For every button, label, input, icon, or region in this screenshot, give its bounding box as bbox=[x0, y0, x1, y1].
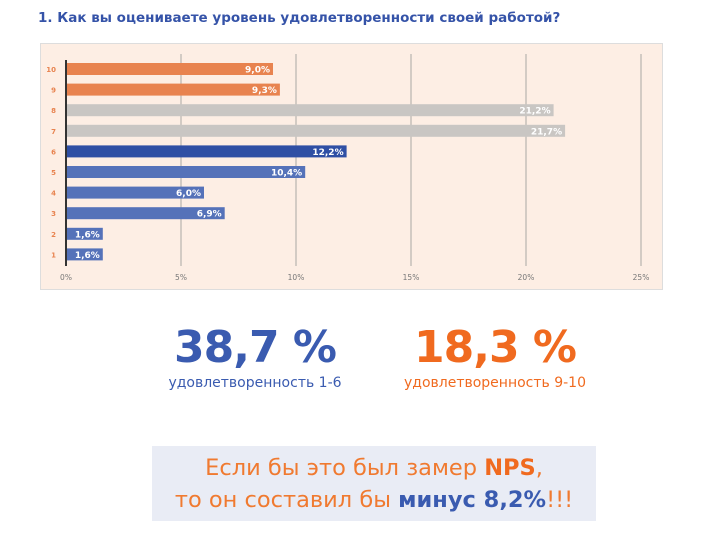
y-tick-label: 4 bbox=[51, 190, 56, 198]
x-tick-label: 10% bbox=[288, 273, 305, 282]
x-tick-label: 5% bbox=[175, 273, 187, 282]
chart-title: 1. Как вы оцениваете уровень удовлетворе… bbox=[38, 10, 561, 26]
data-label: 12,2% bbox=[312, 148, 343, 158]
y-tick-label: 10 bbox=[46, 66, 56, 74]
stat-dissatisfied: 38,7 % удовлетворенность 1-6 bbox=[150, 322, 360, 391]
bar bbox=[66, 166, 306, 178]
stat-label: удовлетворенность 9-10 bbox=[403, 375, 586, 391]
nps-text: !!! bbox=[546, 487, 574, 513]
x-tick-label: 0% bbox=[60, 273, 72, 282]
data-label: 21,7% bbox=[531, 127, 562, 137]
data-label: 6,0% bbox=[176, 189, 201, 199]
stat-value: 38,7 % bbox=[174, 322, 337, 373]
stat-label: удовлетворенность 1-6 bbox=[168, 375, 342, 391]
y-tick-label: 3 bbox=[51, 210, 56, 218]
bar bbox=[66, 186, 204, 199]
y-tick-label: 6 bbox=[51, 148, 56, 156]
data-label: 6,9% bbox=[197, 210, 222, 220]
nps-value: минус 8,2% bbox=[398, 487, 547, 513]
nps-callout: Если бы это был замер NPS, то он состави… bbox=[152, 446, 596, 521]
bar bbox=[66, 248, 103, 261]
data-label: 1,6% bbox=[75, 251, 100, 261]
x-tick-label: 25% bbox=[633, 273, 650, 282]
y-tick-label: 5 bbox=[51, 169, 56, 177]
y-tick-label: 1 bbox=[51, 251, 56, 259]
nps-text: то он составил бы bbox=[174, 487, 399, 513]
data-label: 10,4% bbox=[271, 169, 302, 179]
stat-satisfied: 18,3 % удовлетворенность 9-10 bbox=[390, 322, 600, 391]
data-label: 9,3% bbox=[252, 86, 277, 96]
bar bbox=[66, 207, 225, 220]
bar bbox=[66, 83, 280, 96]
bar-chart: 0% 5% 10% 15% 20% 25% 10 9,0% 9 9,3% 8 21,2% 7 21,7% 6… bbox=[46, 54, 650, 282]
chart-area: 0% 5% 10% 15% 20% 25% 10 9,0% 9 9,3% 8 21,2% 7 21,7% 6… bbox=[40, 43, 663, 290]
data-label: 1,6% bbox=[75, 230, 100, 240]
y-tick-label: 7 bbox=[51, 128, 56, 136]
bar bbox=[66, 145, 347, 158]
stat-value: 18,3 % bbox=[414, 322, 577, 373]
y-tick-label: 2 bbox=[51, 231, 56, 239]
bar bbox=[66, 63, 273, 75]
data-label: 9,0% bbox=[245, 66, 270, 76]
bar bbox=[66, 104, 554, 117]
x-tick-label: 15% bbox=[403, 273, 420, 282]
y-tick-label: 8 bbox=[51, 107, 56, 115]
data-label: 21,2% bbox=[519, 107, 550, 117]
nps-text: , bbox=[535, 455, 543, 481]
y-tick-label: 9 bbox=[51, 87, 56, 95]
nps-keyword: NPS bbox=[484, 455, 536, 481]
bar bbox=[66, 124, 566, 137]
nps-text: Если бы это был замер bbox=[205, 455, 485, 481]
x-tick-label: 20% bbox=[518, 273, 535, 282]
bar bbox=[66, 227, 103, 240]
